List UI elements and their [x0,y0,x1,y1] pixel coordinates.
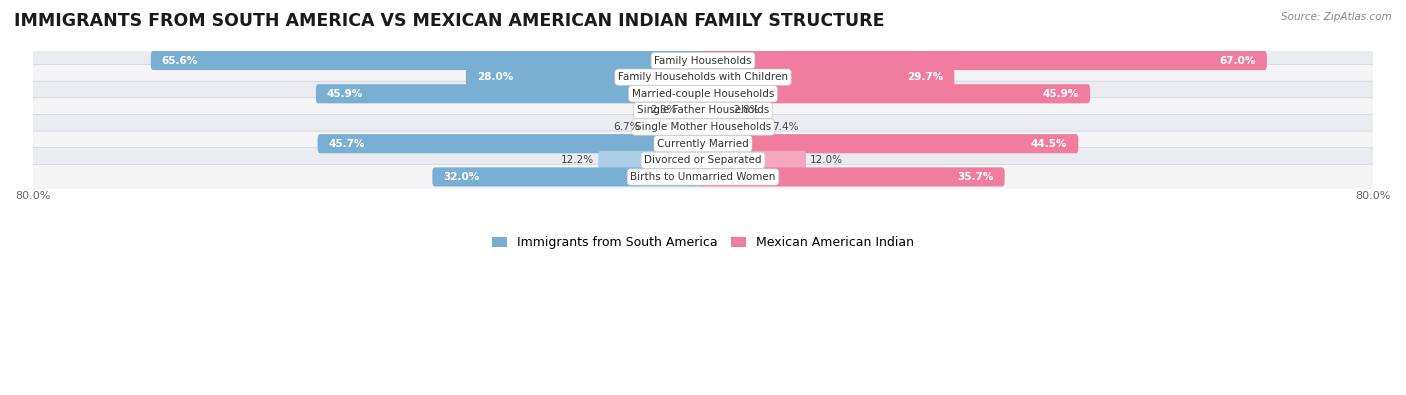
FancyBboxPatch shape [465,68,706,87]
Text: Single Mother Households: Single Mother Households [636,122,770,132]
FancyBboxPatch shape [700,101,728,120]
Text: Single Father Households: Single Father Households [637,105,769,115]
Text: 6.7%: 6.7% [613,122,640,132]
Text: Married-couple Households: Married-couple Households [631,89,775,99]
Text: Divorced or Separated: Divorced or Separated [644,155,762,166]
FancyBboxPatch shape [30,81,1376,106]
Text: IMMIGRANTS FROM SOUTH AMERICA VS MEXICAN AMERICAN INDIAN FAMILY STRUCTURE: IMMIGRANTS FROM SOUTH AMERICA VS MEXICAN… [14,12,884,30]
Text: 29.7%: 29.7% [907,72,943,82]
FancyBboxPatch shape [30,64,1376,90]
Text: 45.9%: 45.9% [1043,89,1080,99]
Text: Births to Unmarried Women: Births to Unmarried Women [630,172,776,182]
Text: Currently Married: Currently Married [657,139,749,149]
Legend: Immigrants from South America, Mexican American Indian: Immigrants from South America, Mexican A… [488,231,918,254]
FancyBboxPatch shape [700,151,806,170]
FancyBboxPatch shape [30,48,1376,73]
Text: 7.4%: 7.4% [772,122,799,132]
FancyBboxPatch shape [30,164,1376,190]
FancyBboxPatch shape [30,131,1376,156]
Text: Family Households with Children: Family Households with Children [619,72,787,82]
FancyBboxPatch shape [700,84,1090,103]
Text: 45.7%: 45.7% [329,139,366,149]
FancyBboxPatch shape [700,134,1078,153]
Text: 28.0%: 28.0% [477,72,513,82]
Text: 12.0%: 12.0% [810,155,844,166]
FancyBboxPatch shape [644,117,706,137]
FancyBboxPatch shape [433,167,706,186]
FancyBboxPatch shape [30,115,1376,140]
Text: 2.8%: 2.8% [733,105,759,115]
Text: 12.2%: 12.2% [561,155,595,166]
FancyBboxPatch shape [700,117,768,137]
FancyBboxPatch shape [700,51,1267,70]
Text: 2.3%: 2.3% [651,105,678,115]
FancyBboxPatch shape [150,51,706,70]
Text: 45.9%: 45.9% [326,89,363,99]
Text: 67.0%: 67.0% [1219,56,1256,66]
FancyBboxPatch shape [30,98,1376,123]
FancyBboxPatch shape [700,167,1005,186]
Text: Family Households: Family Households [654,56,752,66]
FancyBboxPatch shape [30,148,1376,173]
Text: 65.6%: 65.6% [162,56,198,66]
FancyBboxPatch shape [682,101,706,120]
FancyBboxPatch shape [700,68,955,87]
Text: Source: ZipAtlas.com: Source: ZipAtlas.com [1281,12,1392,22]
Text: 35.7%: 35.7% [957,172,994,182]
FancyBboxPatch shape [318,134,706,153]
Text: 44.5%: 44.5% [1031,139,1067,149]
FancyBboxPatch shape [316,84,706,103]
Text: 32.0%: 32.0% [443,172,479,182]
FancyBboxPatch shape [599,151,706,170]
